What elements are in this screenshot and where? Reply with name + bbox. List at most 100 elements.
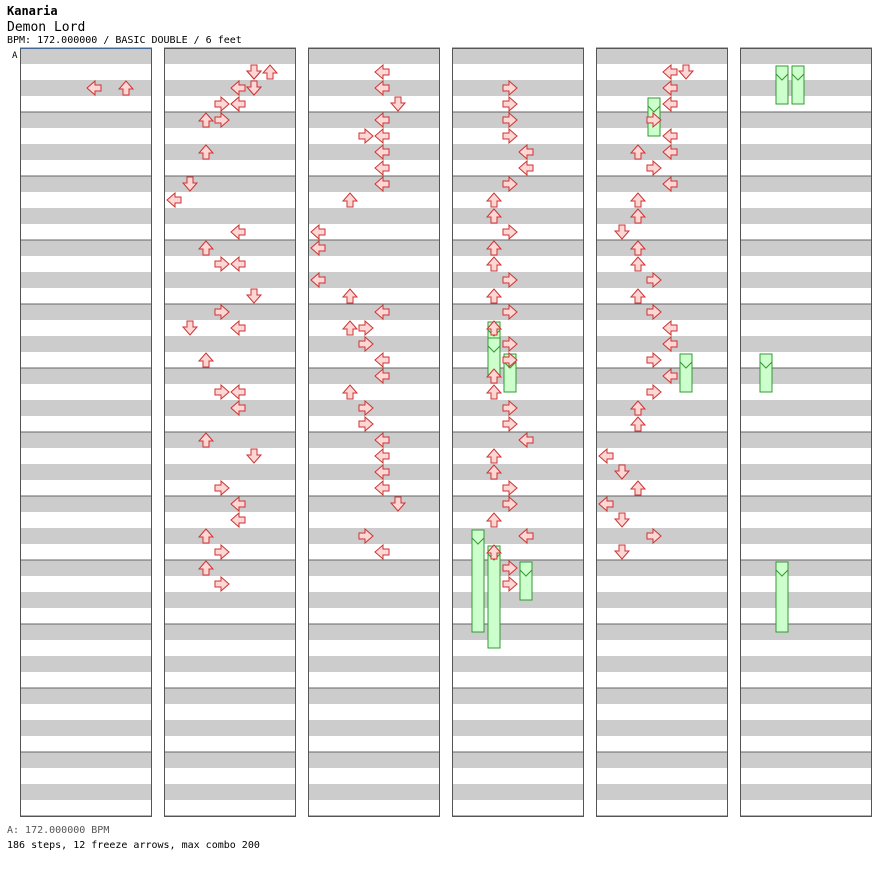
beat-stripe	[308, 656, 440, 672]
column-border	[308, 48, 440, 817]
step-arrow	[389, 496, 407, 512]
bpm-marker: A	[12, 51, 18, 61]
beat-stripe	[308, 208, 440, 224]
beat-stripe	[20, 272, 152, 288]
step-arrow	[230, 95, 246, 113]
step-arrow	[374, 79, 390, 97]
step-arrow	[197, 352, 215, 368]
beat-stripe	[740, 688, 872, 704]
step-arrow	[646, 271, 662, 289]
step-arrow	[214, 479, 230, 497]
beat-stripe	[164, 400, 296, 416]
step-arrow	[502, 495, 518, 513]
beat-stripe	[308, 272, 440, 288]
step-arrow	[374, 111, 390, 129]
beat-stripe	[308, 80, 440, 96]
beat-stripe	[20, 560, 152, 576]
beat-stripe	[20, 752, 152, 768]
step-arrow	[646, 383, 662, 401]
step-arrow	[374, 543, 390, 561]
beat-stripe	[20, 432, 152, 448]
step-arrow	[502, 79, 518, 97]
beat-stripe	[20, 144, 152, 160]
beat-stripe	[596, 784, 728, 800]
step-arrow	[341, 288, 359, 304]
beat-stripe	[740, 624, 872, 640]
step-arrow	[197, 144, 215, 160]
step-arrow	[214, 575, 230, 593]
beat-stripe	[308, 624, 440, 640]
step-arrow	[310, 271, 326, 289]
beat-stripe	[164, 240, 296, 256]
step-arrow	[485, 464, 503, 480]
beat-stripe	[740, 496, 872, 512]
chart-column	[452, 47, 584, 817]
beat-stripe	[740, 112, 872, 128]
step-arrow	[214, 543, 230, 561]
step-arrow	[358, 127, 374, 145]
beat-stripe	[20, 496, 152, 512]
beat-stripe	[596, 176, 728, 192]
step-arrow	[502, 399, 518, 417]
step-arrow	[374, 159, 390, 177]
beat-stripe	[452, 624, 584, 640]
beat-stripe	[20, 592, 152, 608]
step-arrow	[646, 159, 662, 177]
step-arrow	[230, 495, 246, 513]
step-arrow	[245, 288, 263, 304]
step-arrow	[518, 527, 534, 545]
freeze-head	[487, 337, 501, 353]
step-arrow	[502, 271, 518, 289]
beat-stripe	[596, 112, 728, 128]
step-arrow	[389, 96, 407, 112]
step-arrow	[629, 192, 647, 208]
step-arrow	[245, 448, 263, 464]
step-arrow	[358, 335, 374, 353]
beat-stripe	[20, 304, 152, 320]
beat-stripe	[164, 304, 296, 320]
step-arrow	[214, 303, 230, 321]
beat-stripe	[164, 656, 296, 672]
step-arrow	[374, 127, 390, 145]
beat-stripe	[452, 176, 584, 192]
step-arrow	[613, 464, 631, 480]
step-arrow	[358, 399, 374, 417]
beat-stripe	[164, 464, 296, 480]
step-arrow	[629, 400, 647, 416]
beat-stripe	[308, 240, 440, 256]
step-arrow	[502, 127, 518, 145]
step-arrow	[502, 303, 518, 321]
step-arrow	[629, 416, 647, 432]
step-arrow	[646, 351, 662, 369]
beat-stripe	[596, 208, 728, 224]
step-arrow	[341, 320, 359, 336]
step-arrow	[518, 159, 534, 177]
beat-stripe	[740, 464, 872, 480]
freeze-head	[759, 353, 773, 369]
beat-stripe	[308, 592, 440, 608]
step-arrow	[214, 111, 230, 129]
beat-stripe	[452, 272, 584, 288]
beat-stripe	[164, 592, 296, 608]
step-arrow	[166, 191, 182, 209]
step-arrow	[374, 463, 390, 481]
beat-stripe	[452, 48, 584, 64]
beat-stripe	[452, 752, 584, 768]
beat-stripe	[308, 720, 440, 736]
beat-stripe	[452, 208, 584, 224]
beat-stripe	[452, 400, 584, 416]
step-arrow	[598, 495, 614, 513]
beat-stripe	[308, 176, 440, 192]
step-arrow	[518, 143, 534, 161]
step-arrow	[502, 95, 518, 113]
beat-stripe	[596, 720, 728, 736]
beat-stripe	[164, 368, 296, 384]
beat-stripe	[164, 784, 296, 800]
step-arrow	[197, 528, 215, 544]
beat-stripe	[596, 48, 728, 64]
beat-stripe	[596, 240, 728, 256]
step-arrow	[230, 223, 246, 241]
beat-stripe	[308, 688, 440, 704]
column-border	[596, 48, 728, 817]
beat-stripe	[164, 336, 296, 352]
